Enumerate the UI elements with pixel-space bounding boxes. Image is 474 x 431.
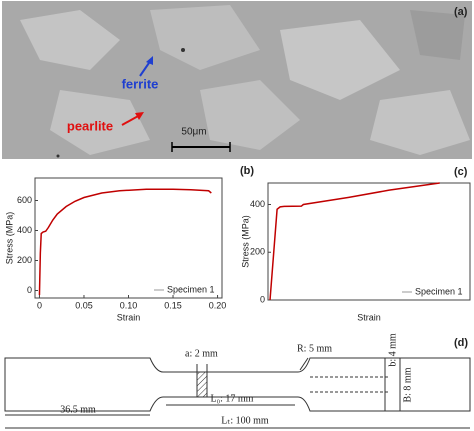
x-axis-label: Strain — [357, 312, 381, 322]
dimension: 36.5 mm — [60, 404, 96, 415]
annotation: pearlite — [67, 118, 113, 133]
x-tick-label: 0.15 — [164, 300, 182, 310]
grain — [370, 90, 470, 155]
y-tick-label: 0 — [27, 285, 32, 295]
arrow-head — [135, 112, 144, 120]
specimen-outline — [4, 357, 471, 412]
grain — [20, 10, 120, 70]
y-tick-label: 600 — [17, 195, 32, 205]
panel-label: (b) — [240, 165, 254, 177]
legend-label: Specimen 1 — [167, 284, 215, 294]
dimension: B: 8 mm — [402, 367, 413, 402]
data-line — [269, 182, 440, 301]
plot-frame — [267, 182, 471, 301]
arrow — [121, 114, 141, 126]
plot-frame — [34, 177, 223, 299]
data-line — [38, 188, 212, 296]
y-tick-label: 200 — [17, 255, 32, 265]
micrograph: ferrite pearlite 50μm (a) — [2, 1, 472, 159]
y-tick-label: 0 — [260, 294, 265, 304]
hatch — [196, 371, 208, 398]
x-tick-label: 0.10 — [120, 300, 138, 310]
dimension: a: 2 mm — [185, 348, 218, 359]
x-axis-label: Strain — [117, 312, 141, 322]
y-tick-label: 400 — [250, 199, 265, 209]
grain — [150, 5, 260, 70]
grain — [410, 10, 465, 60]
grain — [280, 20, 400, 100]
dim-line — [299, 357, 309, 371]
grain — [200, 80, 300, 150]
y-axis-label: Stress (MPa) — [240, 215, 250, 268]
specimen — [4, 357, 471, 429]
scale-label: 50μm — [181, 127, 206, 138]
dimension: Lₜ: 100 mm — [221, 415, 269, 426]
x-tick-label: 0.20 — [209, 300, 227, 310]
dimension: R: 5 mm — [297, 343, 332, 354]
y-axis-label: Stress (MPa) — [4, 212, 14, 265]
legend-label: Specimen 1 — [415, 286, 463, 296]
y-tick-label: 200 — [250, 247, 265, 257]
dimension: b: 4 mm — [387, 333, 398, 367]
inclusion — [56, 154, 60, 158]
panel-label: (c) — [454, 166, 468, 178]
inclusion — [181, 48, 185, 52]
arrow-head — [146, 56, 153, 65]
y-tick-label: 400 — [17, 225, 32, 235]
x-tick-label: 0 — [37, 300, 42, 310]
x-tick-label: 0.05 — [75, 300, 93, 310]
dimension: L₀: 17 mm — [211, 393, 254, 404]
grain — [50, 90, 150, 155]
panel-label: (a) — [454, 6, 468, 18]
annotation: ferrite — [122, 76, 159, 91]
panel-label: (d) — [454, 337, 468, 349]
